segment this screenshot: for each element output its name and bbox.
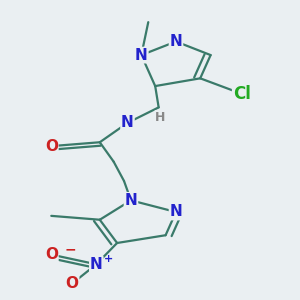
- Text: −: −: [64, 243, 76, 257]
- Text: O: O: [45, 247, 58, 262]
- Text: N: N: [169, 34, 182, 49]
- Text: N: N: [124, 193, 137, 208]
- Text: Cl: Cl: [233, 85, 251, 103]
- Text: +: +: [104, 254, 113, 264]
- Text: O: O: [66, 276, 79, 291]
- Text: N: N: [169, 205, 182, 220]
- Text: N: N: [90, 257, 103, 272]
- Text: N: N: [121, 116, 134, 130]
- Text: O: O: [45, 139, 58, 154]
- Text: H: H: [155, 111, 166, 124]
- Text: N: N: [135, 48, 148, 63]
